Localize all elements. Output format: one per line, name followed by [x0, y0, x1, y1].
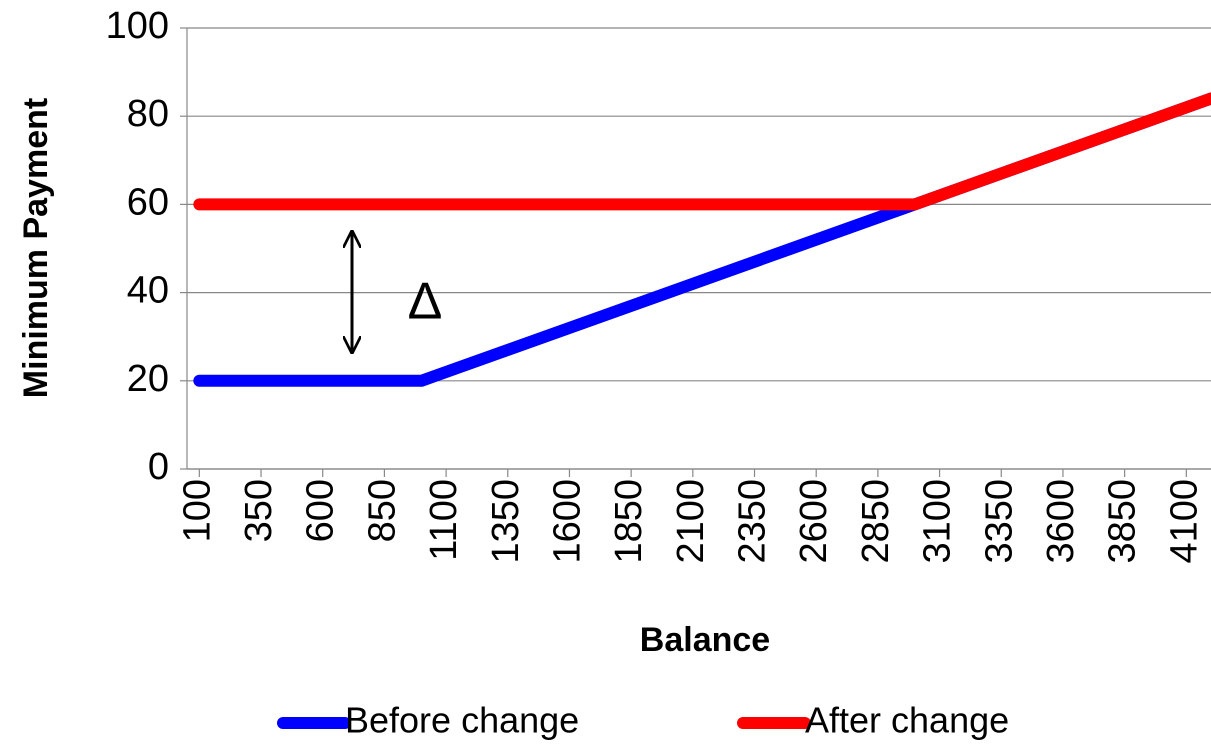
y-tick-label: 60: [127, 181, 169, 223]
x-tick-label: 3600: [1040, 479, 1082, 564]
x-tick-label: 1850: [608, 479, 650, 564]
y-axis-title: Minimum Payment: [17, 98, 55, 398]
y-tick-label: 0: [148, 446, 169, 488]
x-tick-label: 850: [361, 479, 403, 542]
x-tick-label: 2350: [732, 479, 774, 564]
x-axis-title: Balance: [640, 621, 770, 659]
legend-label: After change: [805, 700, 1009, 741]
x-tick-label: 1100: [423, 479, 465, 561]
line-series: [193, 92, 1211, 211]
x-tick-label: 3100: [917, 479, 959, 564]
y-tick-label: 80: [127, 93, 169, 135]
annotation: Δ: [408, 273, 443, 331]
x-tick-label: 3350: [978, 479, 1020, 564]
x-tick-label: 350: [238, 479, 280, 542]
x-tick-label: 1600: [546, 479, 588, 564]
y-tick-label: 100: [106, 5, 169, 47]
x-tick-label: 2850: [855, 479, 897, 564]
y-tick-label: 40: [127, 270, 169, 312]
x-tick-label: 3850: [1102, 479, 1144, 564]
x-tick-label: 600: [300, 479, 342, 542]
legend-label: Before change: [345, 700, 579, 741]
x-tick-label: 100: [176, 479, 218, 542]
y-tick-label: 20: [127, 358, 169, 400]
x-tick-label: 2600: [793, 479, 835, 564]
x-tick-label: 2100: [670, 479, 712, 564]
x-tick-label: 4100: [1163, 479, 1205, 564]
x-tick-label: 1350: [485, 479, 527, 564]
